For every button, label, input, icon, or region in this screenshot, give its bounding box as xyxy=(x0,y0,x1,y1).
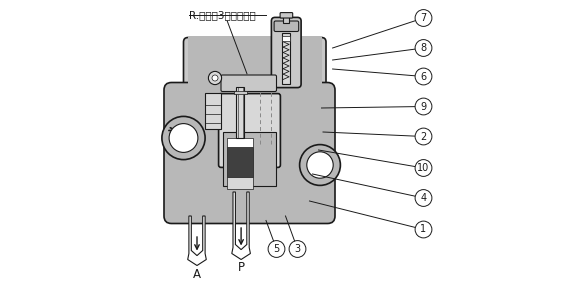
Text: 2: 2 xyxy=(420,131,427,142)
FancyBboxPatch shape xyxy=(219,94,280,167)
Polygon shape xyxy=(232,192,251,260)
Bar xyxy=(223,132,276,186)
Bar xyxy=(227,138,252,147)
Bar xyxy=(282,36,290,41)
Circle shape xyxy=(415,160,432,176)
Circle shape xyxy=(289,241,306,257)
FancyBboxPatch shape xyxy=(184,38,326,118)
Bar xyxy=(282,33,290,84)
Circle shape xyxy=(169,124,198,152)
FancyBboxPatch shape xyxy=(280,13,293,18)
Text: 1: 1 xyxy=(420,224,427,235)
Circle shape xyxy=(212,75,218,81)
Polygon shape xyxy=(188,216,206,266)
Bar xyxy=(227,147,252,177)
Circle shape xyxy=(307,152,333,178)
Text: 9: 9 xyxy=(420,101,427,112)
Circle shape xyxy=(415,68,432,85)
Circle shape xyxy=(268,241,285,257)
Text: 3: 3 xyxy=(294,244,301,254)
Circle shape xyxy=(300,145,340,185)
Text: P: P xyxy=(238,261,245,274)
Bar xyxy=(188,36,321,117)
FancyBboxPatch shape xyxy=(272,17,301,88)
Text: A: A xyxy=(193,268,201,281)
Text: 5: 5 xyxy=(273,244,280,254)
FancyBboxPatch shape xyxy=(274,21,298,32)
Circle shape xyxy=(415,221,432,238)
Text: 8: 8 xyxy=(420,43,427,53)
Text: R.ただざ3ポートのみ: R.ただざ3ポートのみ xyxy=(189,11,256,20)
Bar xyxy=(205,93,221,129)
Text: 6: 6 xyxy=(420,71,427,82)
Circle shape xyxy=(162,116,205,160)
Text: 4: 4 xyxy=(420,193,427,203)
Circle shape xyxy=(415,128,432,145)
Circle shape xyxy=(208,71,222,85)
Bar xyxy=(236,87,244,138)
Bar xyxy=(234,91,247,94)
Bar xyxy=(188,117,321,120)
Circle shape xyxy=(415,10,432,26)
Circle shape xyxy=(415,190,432,206)
Circle shape xyxy=(415,98,432,115)
Bar xyxy=(283,16,289,23)
Circle shape xyxy=(415,40,432,56)
FancyBboxPatch shape xyxy=(221,75,276,92)
Bar xyxy=(227,177,252,189)
Text: 10: 10 xyxy=(417,163,430,173)
Text: 7: 7 xyxy=(420,13,427,23)
FancyBboxPatch shape xyxy=(164,82,335,224)
